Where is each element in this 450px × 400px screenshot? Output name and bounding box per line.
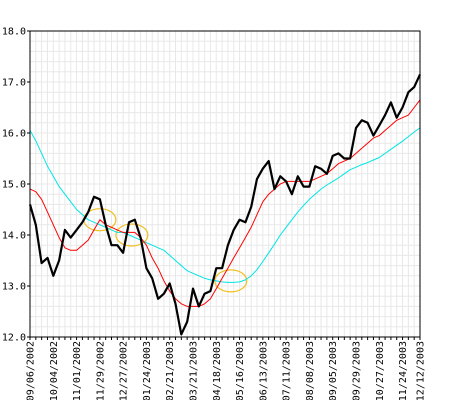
x-tick-label: 08/08/2003	[305, 341, 316, 400]
x-tick-label: 10/04/2002	[49, 341, 60, 400]
x-tick-label: 11/29/2002	[95, 341, 106, 400]
x-tick-label: 04/18/2003	[212, 341, 223, 400]
x-tick-label: 09/06/2002	[26, 341, 37, 400]
x-tick-label: 01/24/2003	[142, 341, 153, 400]
series-line-cyan	[29, 127, 421, 283]
x-tick-label: 06/13/2003	[258, 341, 269, 400]
y-tick-label: 14.0	[2, 231, 26, 242]
x-tick-label: 09/05/2003	[328, 341, 339, 400]
series-lines	[28, 73, 422, 336]
x-tick-label: 09/29/2003	[351, 341, 362, 400]
x-tick-label: 07/11/2003	[282, 341, 293, 400]
annotation-ellipse	[115, 223, 149, 247]
series-line-black	[28, 73, 422, 336]
x-tick-label: 12/12/2003	[416, 341, 427, 400]
x-tick-label: 05/16/2003	[235, 341, 246, 400]
series-line-red	[29, 99, 421, 307]
y-tick-label: 12.0	[2, 333, 26, 344]
x-tick-label: 10/27/2003	[375, 341, 386, 400]
y-tick-label: 16.0	[2, 129, 26, 140]
x-tick-label: 11/01/2002	[72, 341, 83, 400]
axes: 18.0 17.0 16.0 15.0 14.0 13.0 12.009/06/2002 10…	[2, 27, 427, 400]
x-tick-label: 12/27/2002	[119, 341, 130, 400]
x-tick-label: 03/21/2003	[188, 341, 199, 400]
y-tick-label: 13.0	[2, 282, 26, 293]
y-tick-label: 15.0	[2, 180, 26, 191]
y-tick-label: 17.0	[2, 78, 26, 89]
x-tick-label: 02/21/2003	[165, 341, 176, 400]
x-tick-label: 11/24/2003	[398, 341, 409, 400]
y-tick-label: 18.0	[2, 27, 26, 38]
